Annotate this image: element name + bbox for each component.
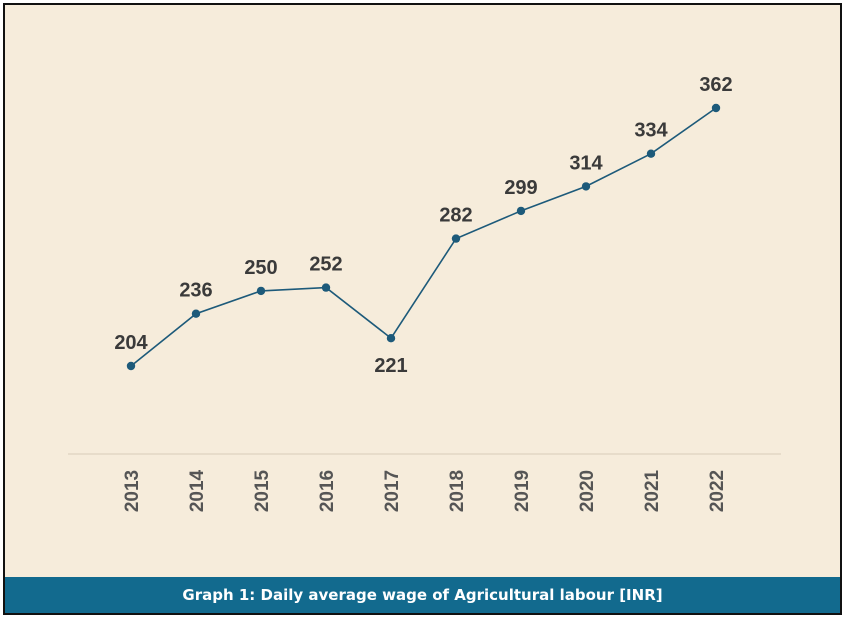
- data-point-2017: [386, 334, 396, 343]
- x-tick-labels: 2013 2014 2015 2016 2017 2018 2019 2020 2021 2022: [122, 469, 728, 512]
- chart-frame: 204 236 250 252 221 282 299 314 334 362 2013 2014 2…: [3, 3, 842, 615]
- data-label-2015: 250: [244, 257, 277, 279]
- data-label-2013: 204: [114, 332, 148, 354]
- data-label-2016: 252: [309, 254, 342, 276]
- data-point-2022: [711, 103, 721, 113]
- data-point-2016: [321, 283, 331, 292]
- data-label-2017: 221: [374, 355, 407, 377]
- x-tick-label-2017: 2017: [382, 470, 403, 512]
- data-labels: 204 236 250 252 221 282 299 314 334 362: [114, 74, 732, 377]
- chart-caption: Graph 1: Daily average wage of Agricultu…: [5, 577, 840, 613]
- x-tick-label-2020: 2020: [577, 470, 598, 512]
- data-label-2020: 314: [569, 152, 603, 174]
- x-tick-label-2018: 2018: [447, 470, 468, 512]
- data-point-2019: [516, 206, 526, 216]
- data-point-2014: [191, 309, 201, 318]
- data-point-2018: [451, 234, 461, 243]
- series-line: [130, 107, 717, 367]
- x-tick-label-2021: 2021: [642, 469, 663, 512]
- x-tick-label-2014: 2014: [187, 469, 208, 512]
- data-label-2019: 299: [504, 177, 537, 199]
- data-label-2022: 362: [699, 74, 732, 96]
- data-label-2021: 334: [634, 120, 668, 142]
- data-point-2020: [581, 182, 591, 191]
- data-markers: [126, 103, 721, 371]
- x-tick-label-2019: 2019: [512, 470, 533, 512]
- data-point-2013: [126, 361, 136, 371]
- data-point-2015: [256, 286, 266, 296]
- x-tick-label-2015: 2015: [252, 469, 273, 512]
- data-label-2014: 236: [179, 280, 212, 302]
- x-tick-label-2022: 2022: [707, 470, 728, 512]
- x-tick-label-2016: 2016: [317, 470, 338, 512]
- data-point-2021: [646, 149, 656, 158]
- data-label-2018: 282: [439, 205, 472, 227]
- x-tick-label-2013: 2013: [122, 470, 143, 512]
